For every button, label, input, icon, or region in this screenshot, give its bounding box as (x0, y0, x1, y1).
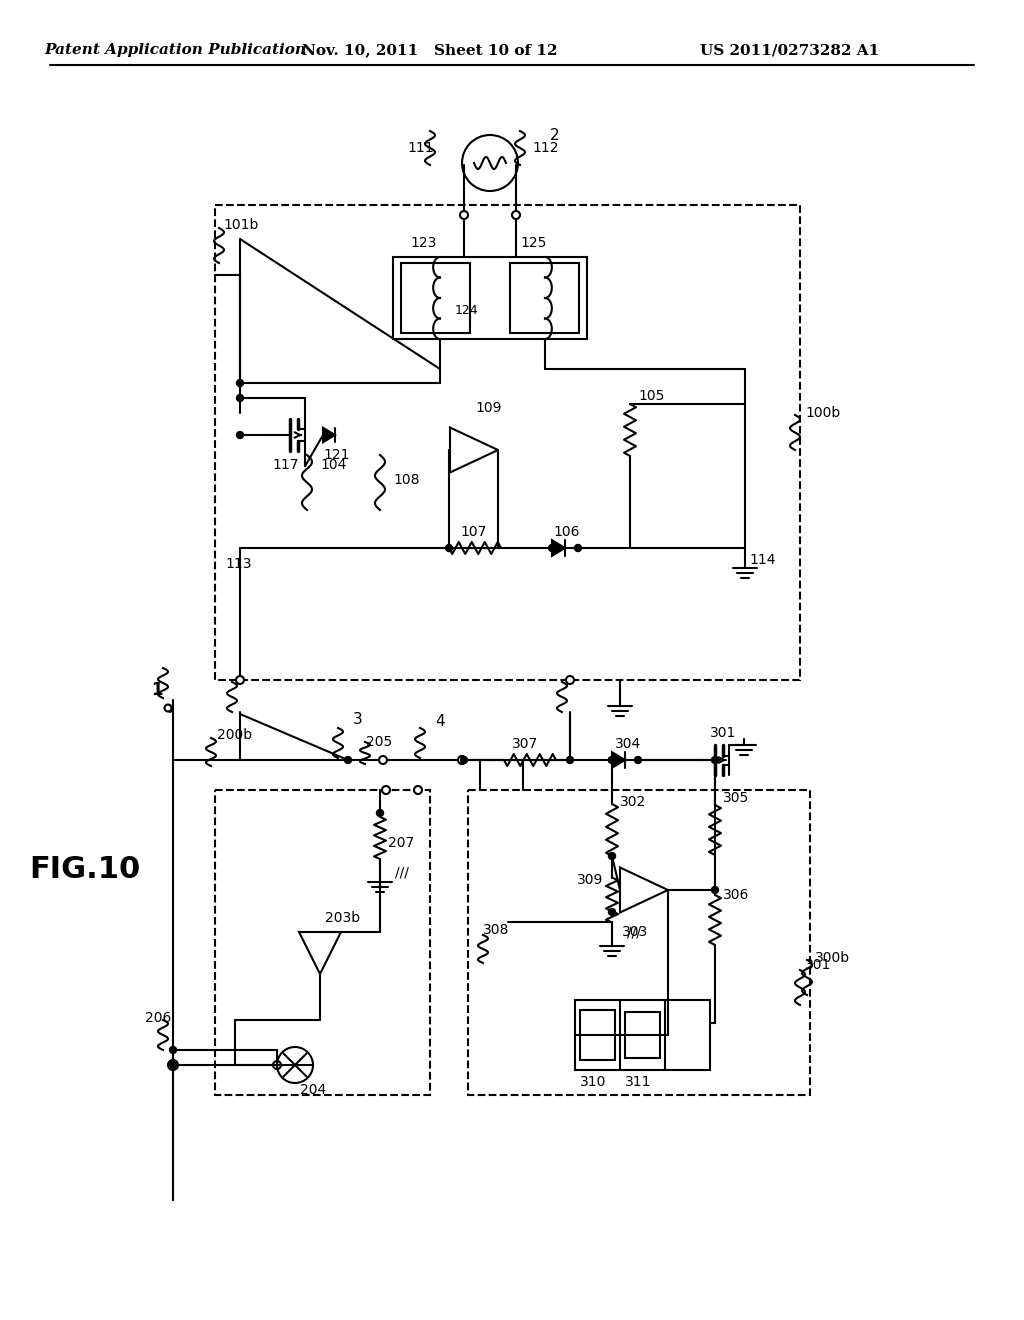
Circle shape (635, 756, 641, 763)
Circle shape (445, 544, 453, 552)
Text: 300b: 300b (815, 950, 850, 965)
Text: 307: 307 (512, 737, 539, 751)
Circle shape (170, 1061, 176, 1068)
Text: 124: 124 (455, 304, 478, 317)
Circle shape (549, 544, 555, 552)
Text: 301: 301 (710, 726, 736, 741)
Text: US 2011/0273282 A1: US 2011/0273282 A1 (700, 44, 880, 57)
Circle shape (712, 756, 719, 763)
Text: 114: 114 (749, 553, 775, 568)
Circle shape (236, 676, 244, 684)
Text: 107: 107 (460, 525, 486, 539)
Text: FIG.10: FIG.10 (30, 855, 140, 884)
Text: 304: 304 (615, 737, 641, 751)
Text: Nov. 10, 2011   Sheet 10 of 12: Nov. 10, 2011 Sheet 10 of 12 (302, 44, 558, 57)
Text: 301: 301 (805, 958, 831, 972)
Text: 108: 108 (393, 473, 420, 487)
Circle shape (566, 676, 574, 684)
Bar (215, 789, 430, 1096)
Text: 205: 205 (366, 735, 392, 748)
Circle shape (574, 544, 582, 552)
Text: 112: 112 (532, 141, 558, 154)
Text: 203b: 203b (325, 911, 360, 925)
Bar (401, 263, 470, 333)
Polygon shape (323, 428, 335, 442)
Circle shape (608, 908, 615, 916)
Text: 117: 117 (272, 458, 299, 473)
Bar (625, 1012, 660, 1059)
Circle shape (566, 756, 573, 763)
Circle shape (712, 887, 719, 894)
Circle shape (237, 380, 244, 387)
Text: 100b: 100b (805, 407, 841, 420)
Text: 308: 308 (483, 923, 509, 937)
Circle shape (170, 1047, 176, 1053)
Circle shape (512, 211, 520, 219)
Circle shape (460, 211, 468, 219)
Circle shape (608, 853, 615, 859)
Bar (393, 257, 587, 339)
Text: 105: 105 (638, 389, 665, 403)
Text: ///: /// (627, 925, 641, 939)
Circle shape (379, 756, 387, 764)
Text: 101b: 101b (223, 218, 258, 232)
Text: 4: 4 (435, 714, 444, 730)
Circle shape (237, 432, 244, 438)
Bar (215, 205, 800, 680)
Polygon shape (552, 540, 565, 556)
Text: 206: 206 (145, 1011, 171, 1026)
Text: 200b: 200b (217, 729, 252, 742)
Text: Patent Application Publication: Patent Application Publication (44, 44, 306, 57)
Text: 303: 303 (622, 925, 648, 939)
Text: 204: 204 (300, 1082, 327, 1097)
Circle shape (382, 785, 390, 795)
Bar (510, 263, 579, 333)
Circle shape (377, 809, 384, 817)
Circle shape (608, 756, 615, 763)
Text: 106: 106 (553, 525, 580, 539)
Text: 311: 311 (625, 1074, 651, 1089)
Text: 113: 113 (225, 557, 252, 572)
Text: 305: 305 (723, 791, 750, 805)
Text: 2: 2 (550, 128, 560, 143)
Bar (575, 1001, 710, 1071)
Circle shape (237, 395, 244, 401)
Text: 111: 111 (407, 141, 433, 154)
Text: 121: 121 (323, 447, 349, 462)
Text: 109: 109 (475, 401, 502, 414)
Text: 104: 104 (319, 458, 346, 473)
Text: 3: 3 (353, 713, 362, 727)
Circle shape (461, 756, 468, 763)
Text: 310: 310 (580, 1074, 606, 1089)
Text: 309: 309 (577, 873, 603, 887)
Circle shape (458, 756, 466, 764)
Text: 207: 207 (388, 836, 415, 850)
Circle shape (608, 756, 615, 763)
Text: 123: 123 (410, 236, 436, 249)
Text: 302: 302 (620, 795, 646, 809)
Text: ///: /// (395, 866, 409, 880)
Text: 1: 1 (151, 681, 163, 700)
Circle shape (344, 756, 351, 763)
Circle shape (414, 785, 422, 795)
Text: 125: 125 (520, 236, 547, 249)
Bar (580, 1010, 615, 1060)
Bar (468, 789, 810, 1096)
Text: 306: 306 (723, 888, 750, 902)
Polygon shape (612, 752, 625, 768)
